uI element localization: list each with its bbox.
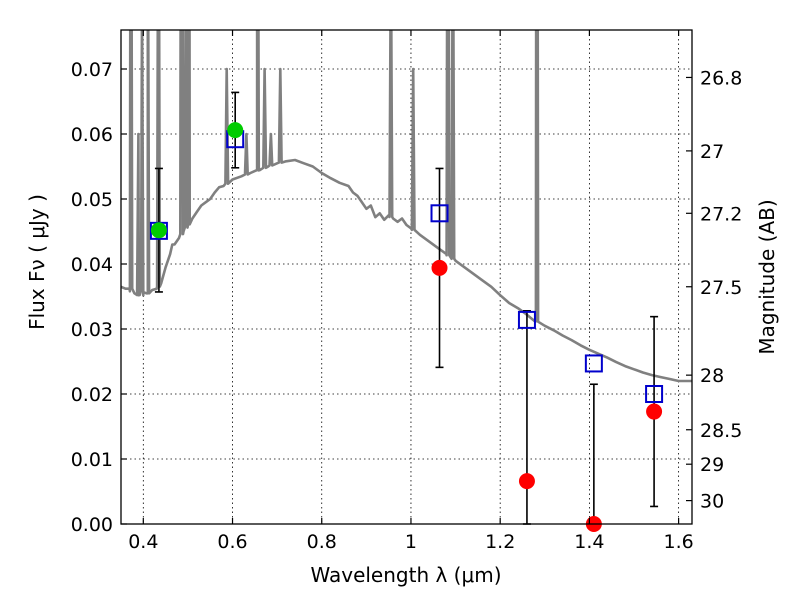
x-tick-label: 1.2: [485, 531, 515, 553]
detection-point: [431, 259, 448, 276]
detection-point: [227, 122, 244, 139]
y-tick-label: 0.04: [71, 254, 113, 276]
y-tick-label: 0.02: [71, 384, 113, 406]
markers: [149, 91, 664, 532]
y-tick-label: 0.01: [71, 449, 113, 471]
tick-labels: 0.4 0.6 0.8 1 1.2 1.4 1.6 0.00 0.01 0.02 0.03 0.04 0…: [71, 59, 743, 553]
x-tick-label: 0.4: [128, 531, 158, 553]
x-axis-label: Wavelength λ (μm): [310, 563, 501, 587]
y-tick-label: 0.07: [71, 59, 113, 81]
model-point: [517, 310, 536, 329]
magnitude-tick-label: 30: [700, 491, 724, 513]
model-point: [584, 354, 603, 373]
x-tick-label: 0.8: [307, 531, 337, 553]
detection-point: [518, 473, 535, 490]
plot-frame: [120, 29, 693, 525]
y-axis-label: Flux Fν ( μJy ): [25, 194, 49, 330]
x-tick-label: 1.4: [574, 531, 604, 553]
y-tick-label: 0.03: [71, 319, 113, 341]
model-point: [645, 385, 664, 403]
ticks: [121, 30, 692, 525]
y-tick-label: 0.05: [71, 189, 113, 211]
y-tick-label: 0.06: [71, 124, 113, 146]
detection-point: [646, 403, 663, 420]
magnitude-tick-label: 29: [700, 454, 724, 476]
magnitude-tick-label: 28.5: [700, 420, 742, 442]
magnitude-tick-label: 28: [700, 365, 724, 387]
magnitude-tick-label: 27: [700, 141, 724, 163]
magnitude-tick-label: 27.5: [700, 277, 742, 299]
model-point: [430, 204, 449, 223]
x-tick-label: 1.6: [664, 531, 694, 553]
magnitude-tick-label: 27.2: [700, 203, 742, 225]
y-tick-label: 0.00: [71, 514, 113, 536]
detection-point: [150, 222, 167, 239]
right-axis-label: Magnitude (AB): [755, 199, 779, 354]
x-tick-label: 1: [405, 531, 417, 553]
x-tick-label: 0.6: [217, 531, 247, 553]
magnitude-tick-label: 26.8: [700, 67, 742, 89]
